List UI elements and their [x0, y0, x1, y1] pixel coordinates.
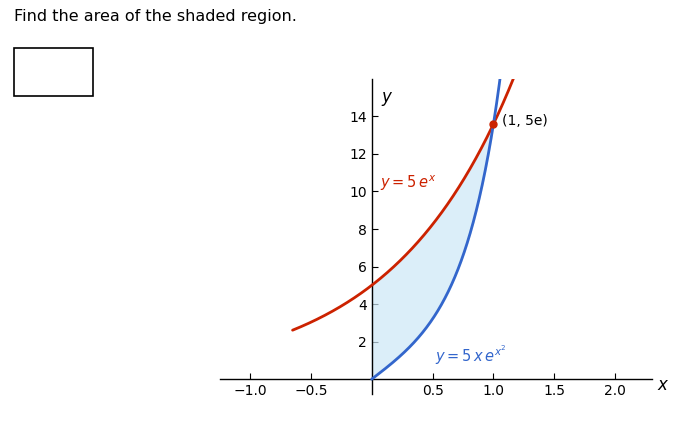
- Text: $y = 5\,e^x$: $y = 5\,e^x$: [380, 173, 437, 193]
- Text: $y = 5\,x\,e^{x^2}$: $y = 5\,x\,e^{x^2}$: [435, 344, 507, 367]
- Text: x: x: [658, 376, 667, 394]
- Text: y: y: [381, 88, 391, 106]
- Text: Find the area of the shaded region.: Find the area of the shaded region.: [14, 9, 296, 24]
- Text: (1, 5e): (1, 5e): [502, 114, 547, 128]
